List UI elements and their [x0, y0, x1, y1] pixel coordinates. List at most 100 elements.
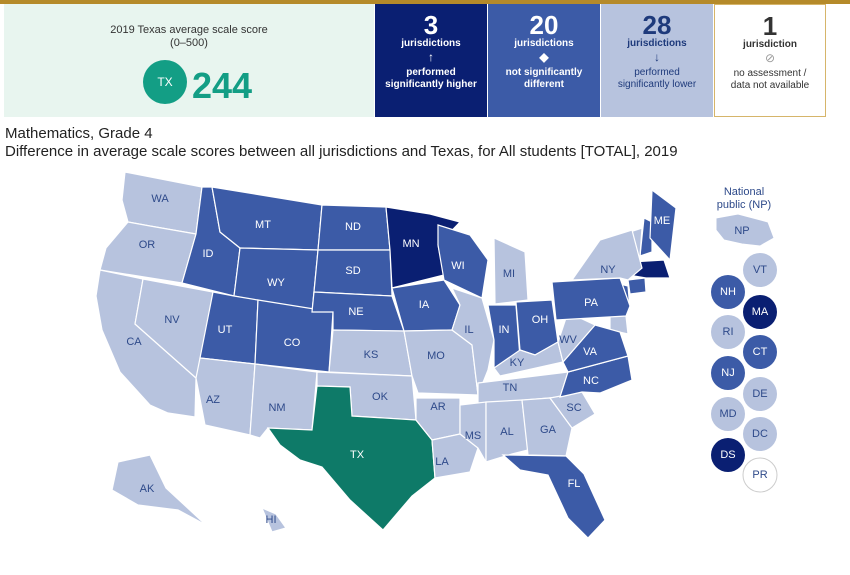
state-label-tx: TX: [350, 449, 365, 461]
state-fl[interactable]: [501, 454, 606, 539]
small-state-label-vt: VT: [753, 264, 767, 276]
tx-badge: TX: [143, 60, 187, 104]
state-label-pa: PA: [584, 297, 599, 309]
arrow-down-icon: ↓: [654, 50, 660, 64]
small-state-label-ds: DS: [720, 449, 735, 461]
state-label-mn: MN: [402, 238, 419, 250]
small-state-nj[interactable]: [711, 356, 745, 390]
state-label-mt: MT: [255, 219, 271, 231]
state-label-az: AZ: [206, 394, 220, 406]
small-state-label-ct: CT: [753, 346, 768, 358]
stat-significantly-lower[interactable]: 28 jurisdictions ↓ performed significant…: [601, 4, 713, 117]
small-state-pr[interactable]: [742, 457, 778, 493]
small-state-de[interactable]: [743, 377, 777, 411]
stat-desc-line: data not available: [730, 80, 810, 91]
small-state-vt[interactable]: [743, 253, 777, 287]
state-label-wi: WI: [451, 260, 464, 272]
state-hi[interactable]: [260, 506, 287, 533]
state-label-mi: MI: [503, 268, 515, 280]
stat-significantly-higher[interactable]: 3 jurisdictions ↑ performed significantl…: [375, 4, 487, 117]
state-label-me: ME: [654, 215, 671, 227]
state-ga[interactable]: [521, 397, 573, 457]
state-label-wv: WV: [559, 334, 577, 346]
stat-count: 20: [529, 10, 559, 40]
stat-not-significantly-different[interactable]: 20 jurisdictions ◆ not significantly dif…: [488, 4, 600, 117]
stat-unit: jurisdictions: [401, 38, 461, 49]
texas-score-panel: 2019 Texas average scale score (0–500) T…: [4, 4, 374, 117]
state-az[interactable]: [195, 357, 256, 436]
small-state-ri[interactable]: [711, 315, 745, 349]
state-label-wa: WA: [151, 193, 169, 205]
no-data-icon: ⊘: [764, 51, 776, 65]
stat-desc-line: not significantly: [505, 67, 583, 78]
state-al[interactable]: [485, 399, 529, 463]
small-state-md[interactable]: [711, 397, 745, 431]
top-accent-line: [0, 0, 850, 4]
state-label-oh: OH: [532, 314, 549, 326]
arrow-up-icon: ↑: [428, 50, 434, 64]
national-public-shape[interactable]: [715, 213, 775, 247]
state-label-in: IN: [499, 324, 510, 336]
small-state-label-md: MD: [719, 408, 736, 420]
state-wv[interactable]: [557, 317, 596, 364]
small-state-ds[interactable]: [711, 438, 745, 472]
ct-state[interactable]: [627, 277, 647, 295]
state-label-ne: NE: [348, 306, 363, 318]
stat-desc-line: performed: [406, 67, 456, 78]
state-label-ia: IA: [419, 299, 430, 311]
small-state-label-ma: MA: [752, 306, 769, 318]
small-state-ma[interactable]: [743, 295, 777, 329]
state-label-al: AL: [500, 426, 513, 438]
stat-unit: jurisdiction: [743, 39, 797, 50]
state-tx[interactable]: [266, 385, 436, 531]
stat-description: performed significantly lower: [601, 67, 713, 91]
small-state-label-ri: RI: [723, 326, 734, 338]
state-label-or: OR: [139, 239, 156, 251]
stat-desc-line: significantly higher: [385, 79, 477, 90]
state-ms[interactable]: [459, 401, 487, 465]
score-value: 244: [192, 65, 253, 106]
state-mi[interactable]: [493, 237, 529, 305]
state-label-ks: KS: [364, 349, 379, 361]
stat-count: 28: [642, 10, 672, 40]
state-label-il: IL: [464, 324, 473, 336]
state-label-sd: SD: [345, 265, 360, 277]
stat-desc-line: performed: [634, 67, 680, 78]
state-ak[interactable]: [111, 454, 207, 526]
state-label-ny: NY: [600, 264, 616, 276]
stat-not-available[interactable]: 1 jurisdiction ⊘ no assessment / data no…: [714, 4, 826, 117]
small-state-label-nj: NJ: [721, 367, 734, 379]
state-label-ca: CA: [126, 336, 142, 348]
page-subtitle: Mathematics, Grade 4: [5, 125, 153, 142]
state-label-sc: SC: [566, 402, 581, 414]
map-caption: Difference in average scale scores betwe…: [5, 143, 678, 160]
state-label-va: VA: [583, 346, 598, 358]
state-label-hi: HI: [266, 514, 277, 526]
state-label-la: LA: [435, 456, 449, 468]
stat-desc-line: significantly lower: [617, 79, 697, 90]
state-label-nc: NC: [583, 375, 599, 387]
stat-description: no assessment / data not available: [715, 68, 825, 92]
state-label-nm: NM: [268, 402, 285, 414]
state-label-tn: TN: [503, 382, 518, 394]
state-me[interactable]: [649, 188, 677, 262]
stat-unit: jurisdictions: [514, 38, 574, 49]
stat-desc-line: different: [524, 79, 564, 90]
np-label-line2: public (NP): [717, 199, 771, 211]
stat-description: not significantly different: [488, 67, 600, 91]
state-label-nv: NV: [164, 314, 180, 326]
state-label-ok: OK: [372, 391, 389, 403]
state-label-fl: FL: [568, 478, 581, 490]
state-label-mo: MO: [427, 350, 445, 362]
state-ny[interactable]: [570, 229, 643, 281]
small-state-label-nh: NH: [720, 286, 736, 298]
small-state-dc[interactable]: [743, 417, 777, 451]
small-state-nh[interactable]: [711, 275, 745, 309]
state-la[interactable]: [431, 433, 479, 479]
state-label-nd: ND: [345, 221, 361, 233]
small-state-label-dc: DC: [752, 428, 768, 440]
small-state-ct[interactable]: [743, 335, 777, 369]
state-label-ak: AK: [140, 483, 155, 495]
small-state-label-pr: PR: [752, 469, 767, 481]
state-label-ky: KY: [510, 357, 525, 369]
